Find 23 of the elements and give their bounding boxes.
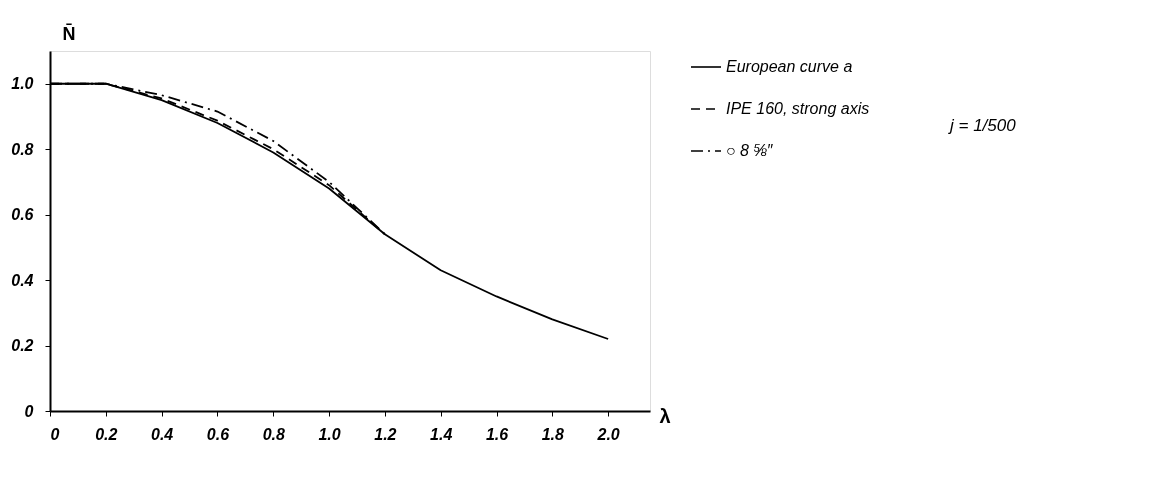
x-tick-label: 1.2 bbox=[374, 425, 397, 443]
legend-label: IPE 160, strong axis bbox=[726, 100, 870, 117]
y-axis-title: N̄ bbox=[62, 23, 76, 44]
y-tick-label: 0.2 bbox=[11, 337, 34, 355]
y-tick-label: 0 bbox=[24, 402, 34, 420]
x-tick-label: 0.4 bbox=[151, 425, 174, 443]
x-tick-label: 0 bbox=[50, 425, 60, 443]
x-tick-label: 1.0 bbox=[318, 425, 341, 443]
x-tick-label: 0.6 bbox=[206, 425, 230, 443]
legend-label: ○ 8 ⅝″ bbox=[726, 142, 774, 159]
x-axis-title: λ bbox=[659, 404, 671, 427]
x-tick-label: 1.4 bbox=[430, 425, 453, 443]
x-tick-label: 1.6 bbox=[485, 425, 509, 443]
y-tick-label: 0.8 bbox=[11, 140, 34, 158]
y-tick-label: 0.6 bbox=[11, 206, 34, 224]
x-tick-label: 0.8 bbox=[262, 425, 285, 443]
legend-label: European curve a bbox=[726, 58, 853, 75]
text: j = 1/500 bbox=[948, 116, 1017, 135]
x-tick-label: 0.2 bbox=[95, 425, 118, 443]
x-tick-label: 2.0 bbox=[596, 425, 620, 443]
x-tick-label: 1.8 bbox=[541, 425, 565, 443]
y-tick-label: 0.4 bbox=[11, 271, 34, 289]
y-tick-label: 1.0 bbox=[11, 75, 34, 93]
